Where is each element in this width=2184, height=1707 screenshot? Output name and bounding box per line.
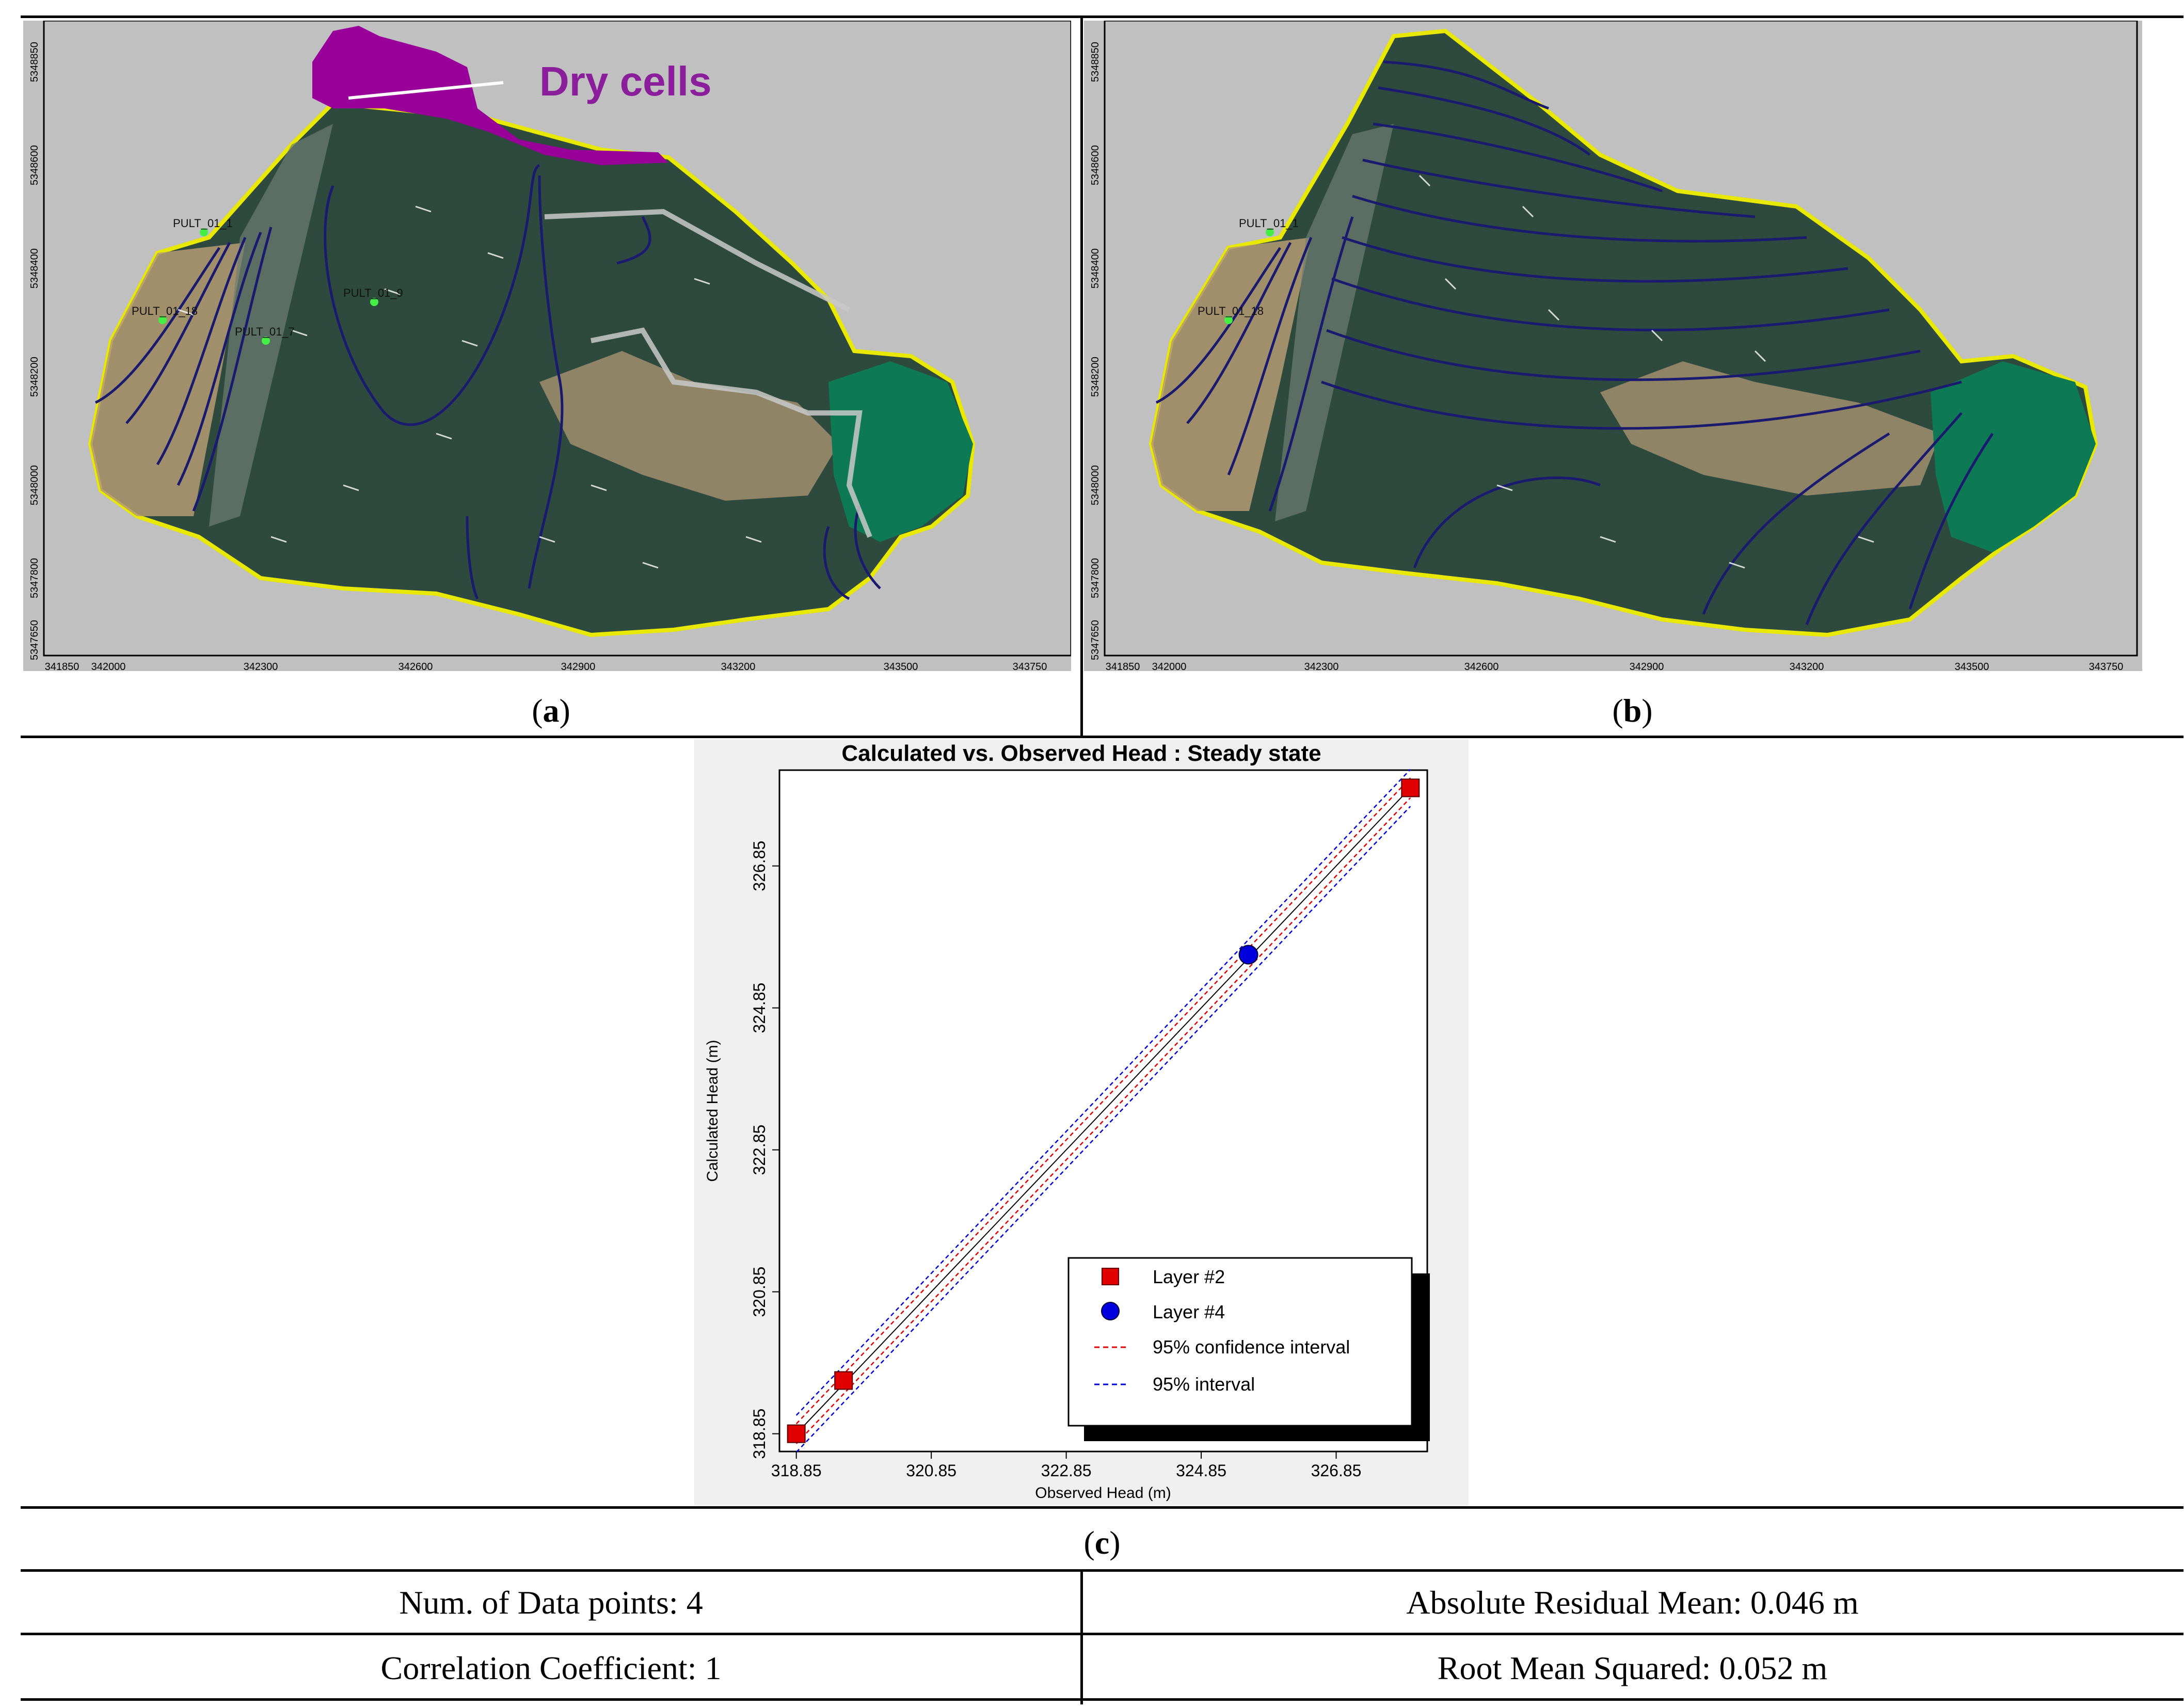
panel-b-map: PULT_01_1 PULT_01_18 341850 342000 34230… (1084, 21, 2142, 671)
y-tick-label: 5347650 (29, 620, 40, 660)
x-tick-label: 343200 (721, 661, 756, 671)
x-tick-label: 343750 (2089, 661, 2124, 671)
x-tick-label: 326.85 (1311, 1461, 1362, 1480)
y-tick-label: 5348000 (1090, 465, 1101, 505)
table-row-line-4 (21, 1633, 2183, 1635)
stat-abs-residual-mean: Absolute Residual Mean: 0.046 m (1406, 1584, 1859, 1621)
y-tick-label: 320.85 (750, 1267, 769, 1317)
y-tick-label: 324.85 (750, 983, 769, 1033)
chart-title: Calculated vs. Observed Head : Steady st… (841, 741, 1321, 766)
data-point-circle (1238, 945, 1258, 965)
x-tick-label: 343200 (1790, 661, 1824, 671)
well-label: PULT_01_9 (343, 286, 403, 299)
well-label: PULT_01_18 (132, 305, 198, 317)
x-tick-label: 342300 (244, 661, 278, 671)
legend-label: Layer #2 (1153, 1266, 1225, 1287)
interval-line (795, 797, 1411, 1444)
y-tick-label: 5348600 (1090, 145, 1101, 185)
table-divider-ab (1080, 15, 1083, 738)
table-divider-stats (1080, 1569, 1083, 1704)
well-label: PULT_01_1 (1239, 217, 1299, 230)
interval-line (795, 777, 1411, 1425)
panel-c-caption: (c) (1083, 1524, 1121, 1561)
x-tick-label: 318.85 (771, 1461, 822, 1480)
well-label: PULT_01_1 (173, 217, 233, 230)
legend-label: Layer #4 (1153, 1301, 1225, 1322)
y-tick-label: 5348850 (29, 42, 40, 82)
x-tick-label: 343500 (1955, 661, 1989, 671)
table-bottom-border (21, 1698, 2183, 1701)
panel-c-chart: Calculated vs. Observed Head : Steady st… (694, 739, 1469, 1506)
well-label: PULT_01_18 (1198, 305, 1264, 317)
x-tick-label: 342900 (1630, 661, 1664, 671)
table-top-border (21, 15, 2183, 18)
legend-circle-icon (1101, 1302, 1120, 1320)
stat-data-points: Num. of Data points: 4 (399, 1584, 703, 1621)
panel-a-caption: (a) (532, 692, 570, 729)
terrain-area (1149, 28, 2098, 637)
x-tick-label: 342600 (398, 661, 433, 671)
dry-cells (312, 26, 668, 165)
y-tick-label: 5348400 (29, 248, 40, 289)
data-point-square (787, 1424, 806, 1443)
y-tick-label: 5348200 (1090, 357, 1101, 397)
x-tick-label: 343750 (1013, 661, 1047, 671)
y-tick-label: 5347650 (1090, 620, 1101, 660)
panel-b-caption: (b) (1612, 692, 1653, 729)
interval-line (795, 769, 1411, 1416)
data-point-square (1401, 778, 1420, 797)
y-tick-label: 318.85 (750, 1409, 769, 1459)
y-tick-label: 5348400 (1090, 248, 1101, 289)
stat-correlation: Correlation Coefficient: 1 (380, 1650, 722, 1686)
y-tick-label: 326.85 (750, 841, 769, 891)
x-tick-label: 341850 (45, 661, 79, 671)
x-axis-label: Observed Head (m) (1035, 1485, 1171, 1502)
x-tick-label: 341850 (1106, 661, 1140, 671)
x-tick-label: 320.85 (906, 1461, 957, 1480)
well-label: PULT_01_7 (235, 325, 295, 338)
x-tick-label: 343500 (884, 661, 918, 671)
y-tick-label: 5348600 (29, 145, 40, 185)
legend-square-icon (1102, 1268, 1119, 1285)
panel-a-map: PULT_01_1 PULT_01_18 PULT_01_7 PULT_01_9… (23, 21, 1071, 671)
y-tick-label: 5348200 (29, 357, 40, 397)
y-tick-label: 322.85 (750, 1125, 769, 1175)
x-tick-label: 324.85 (1176, 1461, 1226, 1480)
y-tick-label: 5348000 (29, 465, 40, 505)
dry-cells-label: Dry cells (539, 58, 712, 104)
table-row-line-1 (21, 736, 2183, 738)
y-tick-label: 5348850 (1090, 42, 1101, 82)
legend-box (1067, 1257, 1413, 1427)
y-tick-label: 5347800 (1090, 558, 1101, 598)
x-tick-label: 342900 (561, 661, 596, 671)
stat-rms: Root Mean Squared: 0.052 m (1437, 1650, 1828, 1686)
interval-line (795, 806, 1411, 1453)
legend-label: 95% interval (1153, 1374, 1255, 1395)
x-tick-label: 342000 (1152, 661, 1187, 671)
table-row-line-2 (21, 1506, 2183, 1509)
one-to-one-line (795, 787, 1411, 1434)
table-row-line-3 (21, 1569, 2183, 1572)
y-tick-label: 5347800 (29, 558, 40, 598)
data-point-square (834, 1371, 853, 1390)
x-tick-label: 342600 (1464, 661, 1499, 671)
legend-label: 95% confidence interval (1153, 1336, 1350, 1358)
x-tick-label: 322.85 (1041, 1461, 1092, 1480)
x-tick-label: 342000 (91, 661, 126, 671)
x-tick-label: 342300 (1304, 661, 1339, 671)
y-axis-label: Calculated Head (m) (704, 1040, 721, 1182)
